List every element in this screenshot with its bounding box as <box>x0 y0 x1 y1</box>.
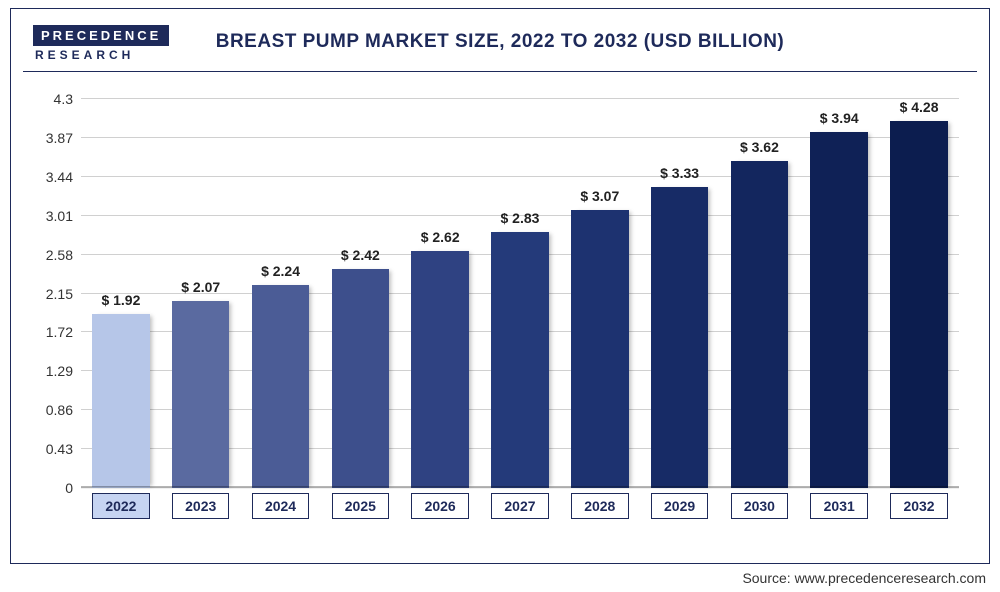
x-tick-cell: 2023 <box>161 489 241 523</box>
bar-value-label: $ 1.92 <box>101 292 140 308</box>
bar-slot: $ 2.62 <box>400 99 480 488</box>
bar-value-label: $ 3.07 <box>580 188 619 204</box>
bar-slot: $ 3.07 <box>560 99 640 488</box>
bar-value-label: $ 3.62 <box>740 139 779 155</box>
y-tick-label: 1.72 <box>46 324 81 340</box>
x-tick-label: 2031 <box>810 493 867 519</box>
chart-frame: PRECEDENCE RESEARCH BREAST PUMP MARKET S… <box>10 8 990 564</box>
bar-value-label: $ 2.07 <box>181 279 220 295</box>
x-tick-cell: 2032 <box>879 489 959 523</box>
plot-area: 00.430.861.291.722.152.583.013.443.874.3… <box>81 99 959 488</box>
bar-value-label: $ 3.94 <box>820 110 859 126</box>
y-tick-label: 2.15 <box>46 286 81 302</box>
y-tick-label: 3.01 <box>46 208 81 224</box>
bar-value-label: $ 2.42 <box>341 247 380 263</box>
x-tick-cell: 2026 <box>400 489 480 523</box>
x-tick-label: 2030 <box>731 493 788 519</box>
bar <box>491 232 548 488</box>
bar-slot: $ 3.62 <box>720 99 800 488</box>
y-tick-label: 3.87 <box>46 130 81 146</box>
x-tick-label: 2032 <box>890 493 947 519</box>
x-tick-label: 2027 <box>491 493 548 519</box>
bar-slot: $ 2.07 <box>161 99 241 488</box>
y-tick-label: 0.86 <box>46 402 81 418</box>
bar-slot: $ 2.24 <box>241 99 321 488</box>
x-tick-label: 2023 <box>172 493 229 519</box>
y-tick-label: 3.44 <box>46 169 81 185</box>
x-tick-label: 2029 <box>651 493 708 519</box>
x-tick-label: 2025 <box>332 493 389 519</box>
bar <box>571 210 628 488</box>
bar-slot: $ 2.83 <box>480 99 560 488</box>
bar-slot: $ 3.94 <box>799 99 879 488</box>
source-attribution: Source: www.precedenceresearch.com <box>742 570 986 586</box>
x-tick-label: 2024 <box>252 493 309 519</box>
bar-value-label: $ 2.83 <box>501 210 540 226</box>
x-tick-cell: 2031 <box>799 489 879 523</box>
x-axis: 2022 2023 2024 2025 2026 2027 2028 2029 2030 2031… <box>81 489 959 523</box>
x-tick-label: 2026 <box>411 493 468 519</box>
y-tick-label: 4.3 <box>54 91 81 107</box>
y-tick-label: 2.58 <box>46 247 81 263</box>
x-tick-cell: 2025 <box>320 489 400 523</box>
x-tick-cell: 2030 <box>720 489 800 523</box>
y-tick-label: 0 <box>65 480 81 496</box>
bar-slot: $ 1.92 <box>81 99 161 488</box>
x-tick-cell: 2029 <box>640 489 720 523</box>
bar-slot: $ 3.33 <box>640 99 720 488</box>
bar <box>731 161 788 488</box>
bar <box>172 301 229 488</box>
x-tick-cell: 2028 <box>560 489 640 523</box>
y-tick-label: 1.29 <box>46 363 81 379</box>
bar <box>252 285 309 488</box>
title-rule <box>23 71 977 72</box>
chart-title: BREAST PUMP MARKET SIZE, 2022 TO 2032 (U… <box>11 31 989 53</box>
bar <box>810 132 867 488</box>
bar-value-label: $ 2.62 <box>421 229 460 245</box>
bar <box>890 121 947 488</box>
bar-value-label: $ 3.33 <box>660 165 699 181</box>
bar-value-label: $ 4.28 <box>900 99 939 115</box>
bar <box>651 187 708 488</box>
y-tick-label: 0.43 <box>46 441 81 457</box>
bar <box>332 269 389 488</box>
x-tick-cell: 2024 <box>241 489 321 523</box>
bar-value-label: $ 2.24 <box>261 263 300 279</box>
x-tick-label: 2028 <box>571 493 628 519</box>
x-tick-cell: 2022 <box>81 489 161 523</box>
bars-container: $ 1.92 $ 2.07 $ 2.24 $ 2.42 $ 2.62 $ 2.83 $ 3.… <box>81 99 959 488</box>
x-tick-cell: 2027 <box>480 489 560 523</box>
x-tick-label: 2022 <box>92 493 149 519</box>
bar <box>92 314 149 488</box>
bar <box>411 251 468 488</box>
bar-slot: $ 4.28 <box>879 99 959 488</box>
bar-slot: $ 2.42 <box>320 99 400 488</box>
